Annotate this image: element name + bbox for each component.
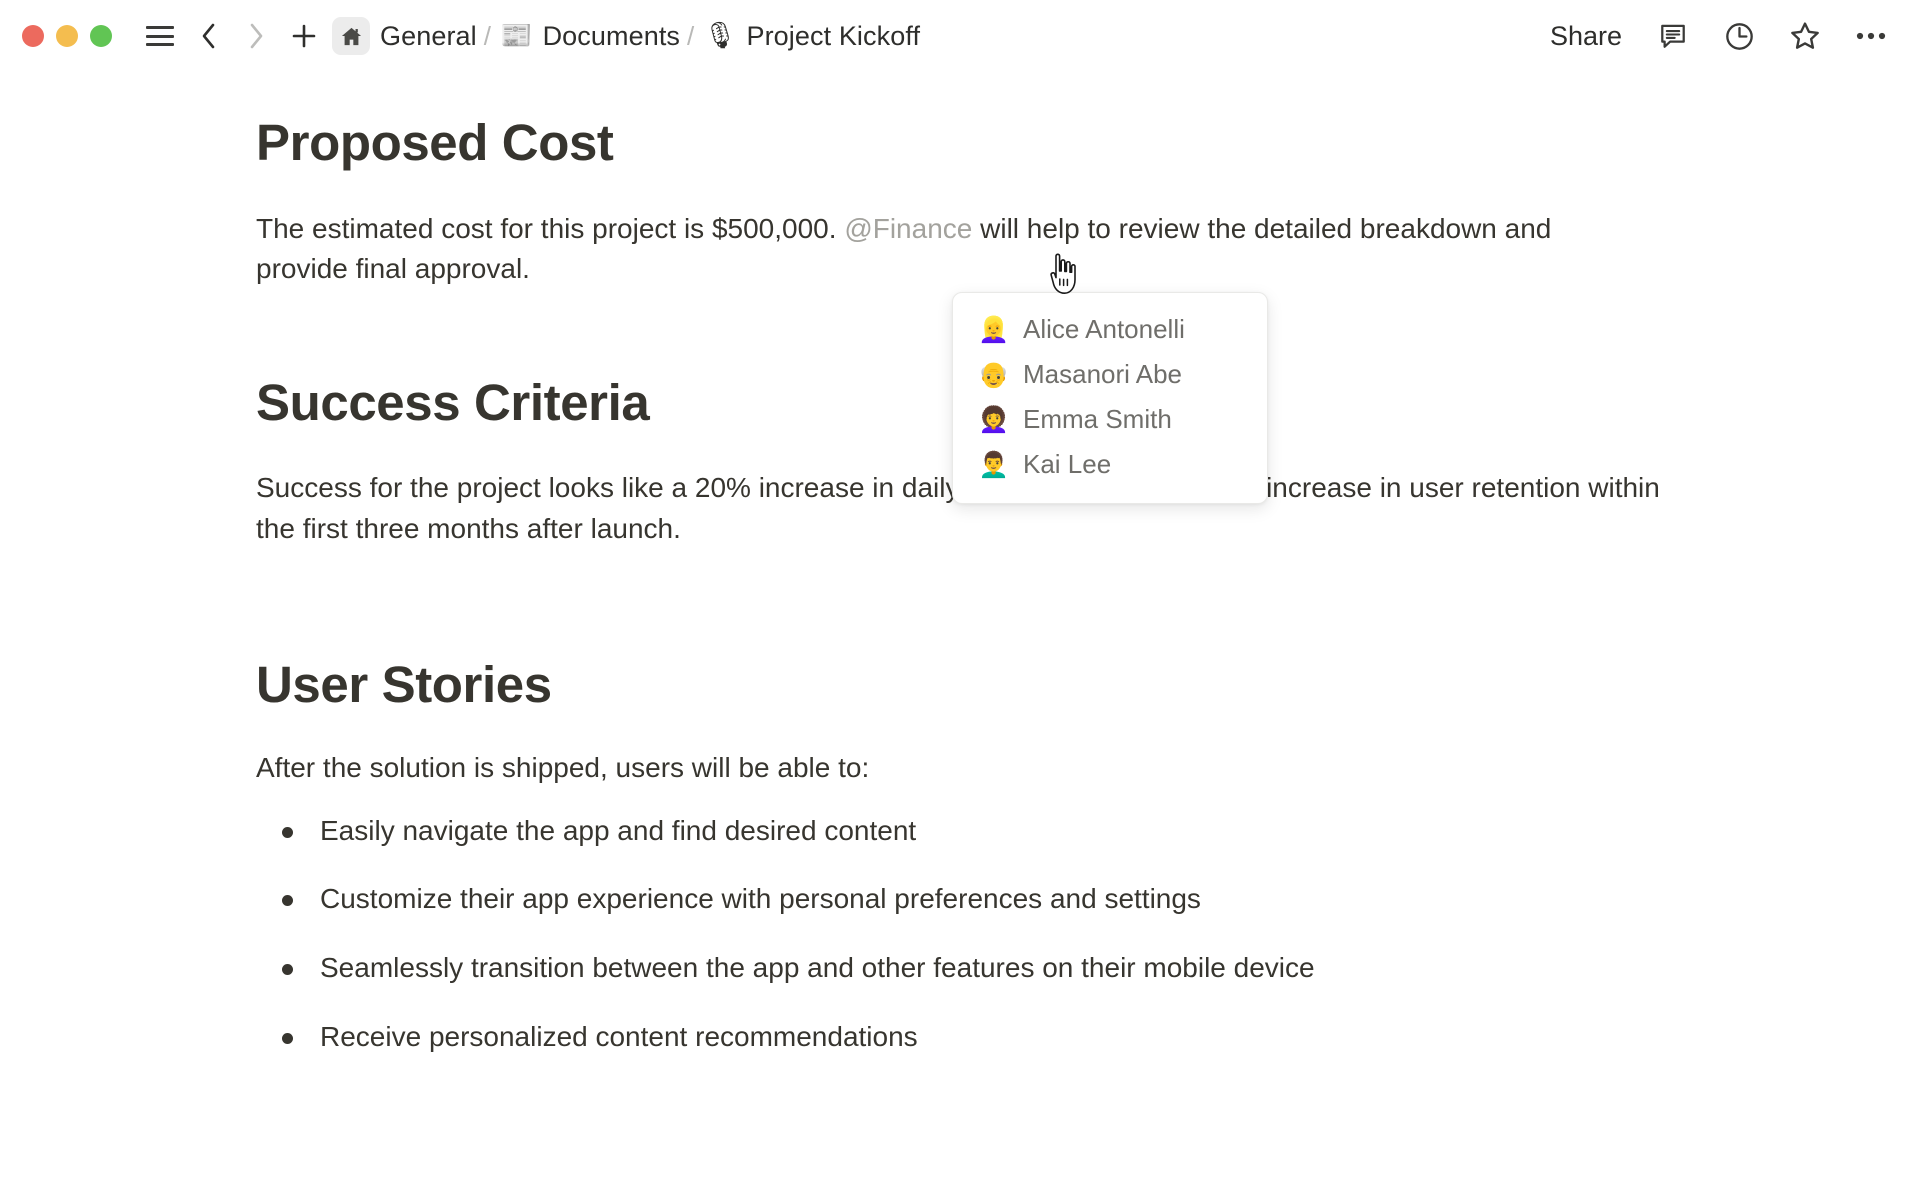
comment-icon xyxy=(1661,24,1685,48)
maximize-window-button[interactable] xyxy=(90,25,112,47)
history-button[interactable] xyxy=(1716,13,1762,59)
user-stories-list: Easily navigate the app and find desired… xyxy=(256,811,1920,1057)
comments-button[interactable] xyxy=(1650,13,1696,59)
breadcrumb-item-project-kickoff[interactable]: 🎙 Project Kickoff xyxy=(703,21,920,52)
chevron-left-icon xyxy=(202,23,214,49)
chevron-right-icon xyxy=(250,23,262,49)
list-item: Seamlessly transition between the app an… xyxy=(274,948,1920,989)
navigation-icons xyxy=(138,14,326,58)
mention-option-label: Masanori Abe xyxy=(1023,359,1182,389)
heading-success-criteria: Success Criteria xyxy=(256,373,650,431)
breadcrumb-label-general: General xyxy=(380,20,477,51)
mention-option-masanori-abe[interactable]: 👴 Masanori Abe xyxy=(953,352,1267,397)
heading-user-stories: User Stories xyxy=(256,655,552,713)
favorite-button[interactable] xyxy=(1782,13,1828,59)
list-item: Easily navigate the app and find desired… xyxy=(274,811,1920,852)
mention-option-alice-antonelli[interactable]: 👱‍♀️ Alice Antonelli xyxy=(953,307,1267,352)
document-body: Proposed Cost The estimated cost for thi… xyxy=(0,72,1920,1057)
sidebar-toggle-button[interactable] xyxy=(138,14,182,58)
breadcrumb-separator-1: / xyxy=(483,20,492,51)
breadcrumb-item-documents[interactable]: 📰 Documents xyxy=(500,21,680,52)
breadcrumb: General / 📰 Documents / 🎙 Project Kickof… xyxy=(380,21,920,52)
mention-option-label: Emma Smith xyxy=(1023,404,1172,434)
star-icon xyxy=(1791,22,1819,49)
share-button[interactable]: Share xyxy=(1542,17,1630,56)
cost-text-before-mention: The estimated cost for this project is $… xyxy=(256,212,845,244)
plus-icon xyxy=(292,24,316,48)
avatar: 👨‍🦱 xyxy=(978,450,1010,479)
breadcrumb-item-general[interactable]: General xyxy=(380,21,477,52)
mention-finance[interactable]: @Finance xyxy=(844,212,973,244)
paragraph-proposed-cost: The estimated cost for this project is $… xyxy=(256,209,1566,290)
documents-page-icon: 📰 xyxy=(500,21,533,51)
mention-option-label: Alice Antonelli xyxy=(1023,314,1185,344)
avatar: 👱‍♀️ xyxy=(978,315,1010,344)
hamburger-icon xyxy=(146,26,174,46)
cost-text-after-mention: will help to review the detailed breakdo… xyxy=(256,212,1552,285)
heading-proposed-cost: Proposed Cost xyxy=(256,114,614,171)
forward-button[interactable] xyxy=(234,14,278,58)
window-controls xyxy=(22,25,112,47)
history-clock-icon xyxy=(1725,22,1753,50)
mention-option-emma-smith[interactable]: 👩‍🦱 Emma Smith xyxy=(953,397,1267,442)
titlebar-actions: Share xyxy=(1542,13,1894,59)
close-window-button[interactable] xyxy=(22,25,44,47)
avatar: 👴 xyxy=(978,360,1010,389)
home-icon xyxy=(341,27,361,45)
mention-option-kai-lee[interactable]: 👨‍🦱 Kai Lee xyxy=(953,442,1267,487)
breadcrumb-label-documents: Documents xyxy=(542,20,681,51)
mention-suggestion-dropdown[interactable]: 👱‍♀️ Alice Antonelli 👴 Masanori Abe 👩‍🦱 … xyxy=(952,292,1268,504)
titlebar: General / 📰 Documents / 🎙 Project Kickof… xyxy=(0,0,1920,72)
more-options-button[interactable] xyxy=(1848,13,1894,59)
more-options-icon xyxy=(1856,32,1886,40)
back-button[interactable] xyxy=(186,14,230,58)
list-item: Customize their app experience with pers… xyxy=(274,879,1920,920)
home-button[interactable] xyxy=(332,17,370,55)
avatar: 👩‍🦱 xyxy=(978,405,1010,434)
new-page-button[interactable] xyxy=(282,14,326,58)
breadcrumb-separator-2: / xyxy=(687,20,695,51)
minimize-window-button[interactable] xyxy=(56,25,78,47)
list-item: Receive personalized content recommendat… xyxy=(274,1017,1920,1058)
mention-option-label: Kai Lee xyxy=(1023,449,1112,479)
breadcrumb-label-project-kickoff: Project Kickoff xyxy=(746,20,921,51)
paragraph-user-stories-intro: After the solution is shipped, users wil… xyxy=(256,752,870,784)
microphone-page-icon: 🎙 xyxy=(703,21,737,51)
